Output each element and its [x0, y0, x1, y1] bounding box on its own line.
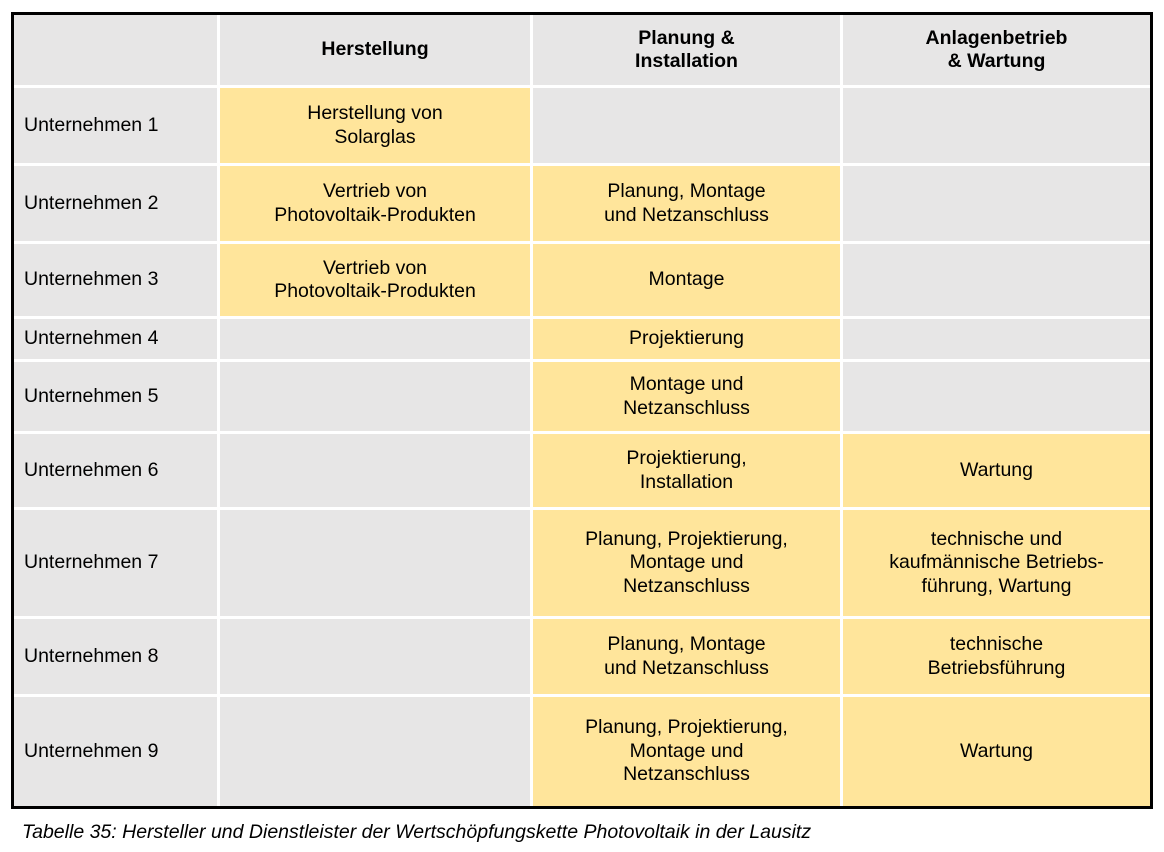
cell-anlagenbetrieb-wartung: Wartung	[843, 697, 1150, 806]
cell-planung-installation: Planung, Projektierung, Montage und Netz…	[533, 510, 840, 616]
table-row: Unternehmen 8 Planung, Montage und Netza…	[14, 619, 1150, 694]
cell-anlagenbetrieb-wartung	[843, 166, 1150, 241]
cell-herstellung	[220, 510, 530, 616]
cell-herstellung: Vertrieb von Photovoltaik-Produkten	[220, 166, 530, 241]
value-chain-table: Herstellung Planung & Installation Anlag…	[14, 15, 1150, 806]
table-row: Unternehmen 4 Projektierung	[14, 319, 1150, 359]
table-row: Unternehmen 1 Herstellung von Solarglas	[14, 88, 1150, 163]
header-row: Herstellung Planung & Installation Anlag…	[14, 15, 1150, 85]
header-cell-empty	[14, 15, 217, 85]
row-label: Unternehmen 9	[14, 697, 217, 806]
header-cell-planung-installation: Planung & Installation	[533, 15, 840, 85]
cell-anlagenbetrieb-wartung	[843, 244, 1150, 316]
cell-herstellung	[220, 697, 530, 806]
header-cell-anlagenbetrieb-wartung: Anlagenbetrieb & Wartung	[843, 15, 1150, 85]
table-row: Unternehmen 2 Vertrieb von Photovoltaik-…	[14, 166, 1150, 241]
cell-herstellung	[220, 362, 530, 431]
row-label: Unternehmen 3	[14, 244, 217, 316]
cell-planung-installation: Planung, Projektierung, Montage und Netz…	[533, 697, 840, 806]
cell-anlagenbetrieb-wartung	[843, 88, 1150, 163]
cell-herstellung	[220, 619, 530, 694]
table-row: Unternehmen 3 Vertrieb von Photovoltaik-…	[14, 244, 1150, 316]
row-label: Unternehmen 6	[14, 434, 217, 507]
cell-herstellung	[220, 319, 530, 359]
cell-anlagenbetrieb-wartung: Wartung	[843, 434, 1150, 507]
cell-herstellung	[220, 434, 530, 507]
table-row: Unternehmen 5 Montage und Netzanschluss	[14, 362, 1150, 431]
row-label: Unternehmen 4	[14, 319, 217, 359]
cell-planung-installation: Montage	[533, 244, 840, 316]
cell-anlagenbetrieb-wartung	[843, 362, 1150, 431]
row-label: Unternehmen 2	[14, 166, 217, 241]
cell-planung-installation: Montage und Netzanschluss	[533, 362, 840, 431]
row-label: Unternehmen 8	[14, 619, 217, 694]
row-label: Unternehmen 5	[14, 362, 217, 431]
cell-anlagenbetrieb-wartung: technische und kaufmännische Betriebs- f…	[843, 510, 1150, 616]
row-label: Unternehmen 7	[14, 510, 217, 616]
table-row: Unternehmen 6 Projektierung, Installatio…	[14, 434, 1150, 507]
cell-anlagenbetrieb-wartung	[843, 319, 1150, 359]
table-row: Unternehmen 7 Planung, Projektierung, Mo…	[14, 510, 1150, 616]
cell-planung-installation: Projektierung	[533, 319, 840, 359]
table-caption: Tabelle 35: Hersteller und Dienstleister…	[22, 821, 812, 843]
cell-planung-installation: Planung, Montage und Netzanschluss	[533, 166, 840, 241]
cell-herstellung: Herstellung von Solarglas	[220, 88, 530, 163]
cell-herstellung: Vertrieb von Photovoltaik-Produkten	[220, 244, 530, 316]
cell-anlagenbetrieb-wartung: technische Betriebsführung	[843, 619, 1150, 694]
cell-planung-installation	[533, 88, 840, 163]
cell-planung-installation: Projektierung, Installation	[533, 434, 840, 507]
header-cell-herstellung: Herstellung	[220, 15, 530, 85]
table-row: Unternehmen 9 Planung, Projektierung, Mo…	[14, 697, 1150, 806]
row-label: Unternehmen 1	[14, 88, 217, 163]
value-chain-table-frame: Herstellung Planung & Installation Anlag…	[11, 12, 1153, 809]
cell-planung-installation: Planung, Montage und Netzanschluss	[533, 619, 840, 694]
